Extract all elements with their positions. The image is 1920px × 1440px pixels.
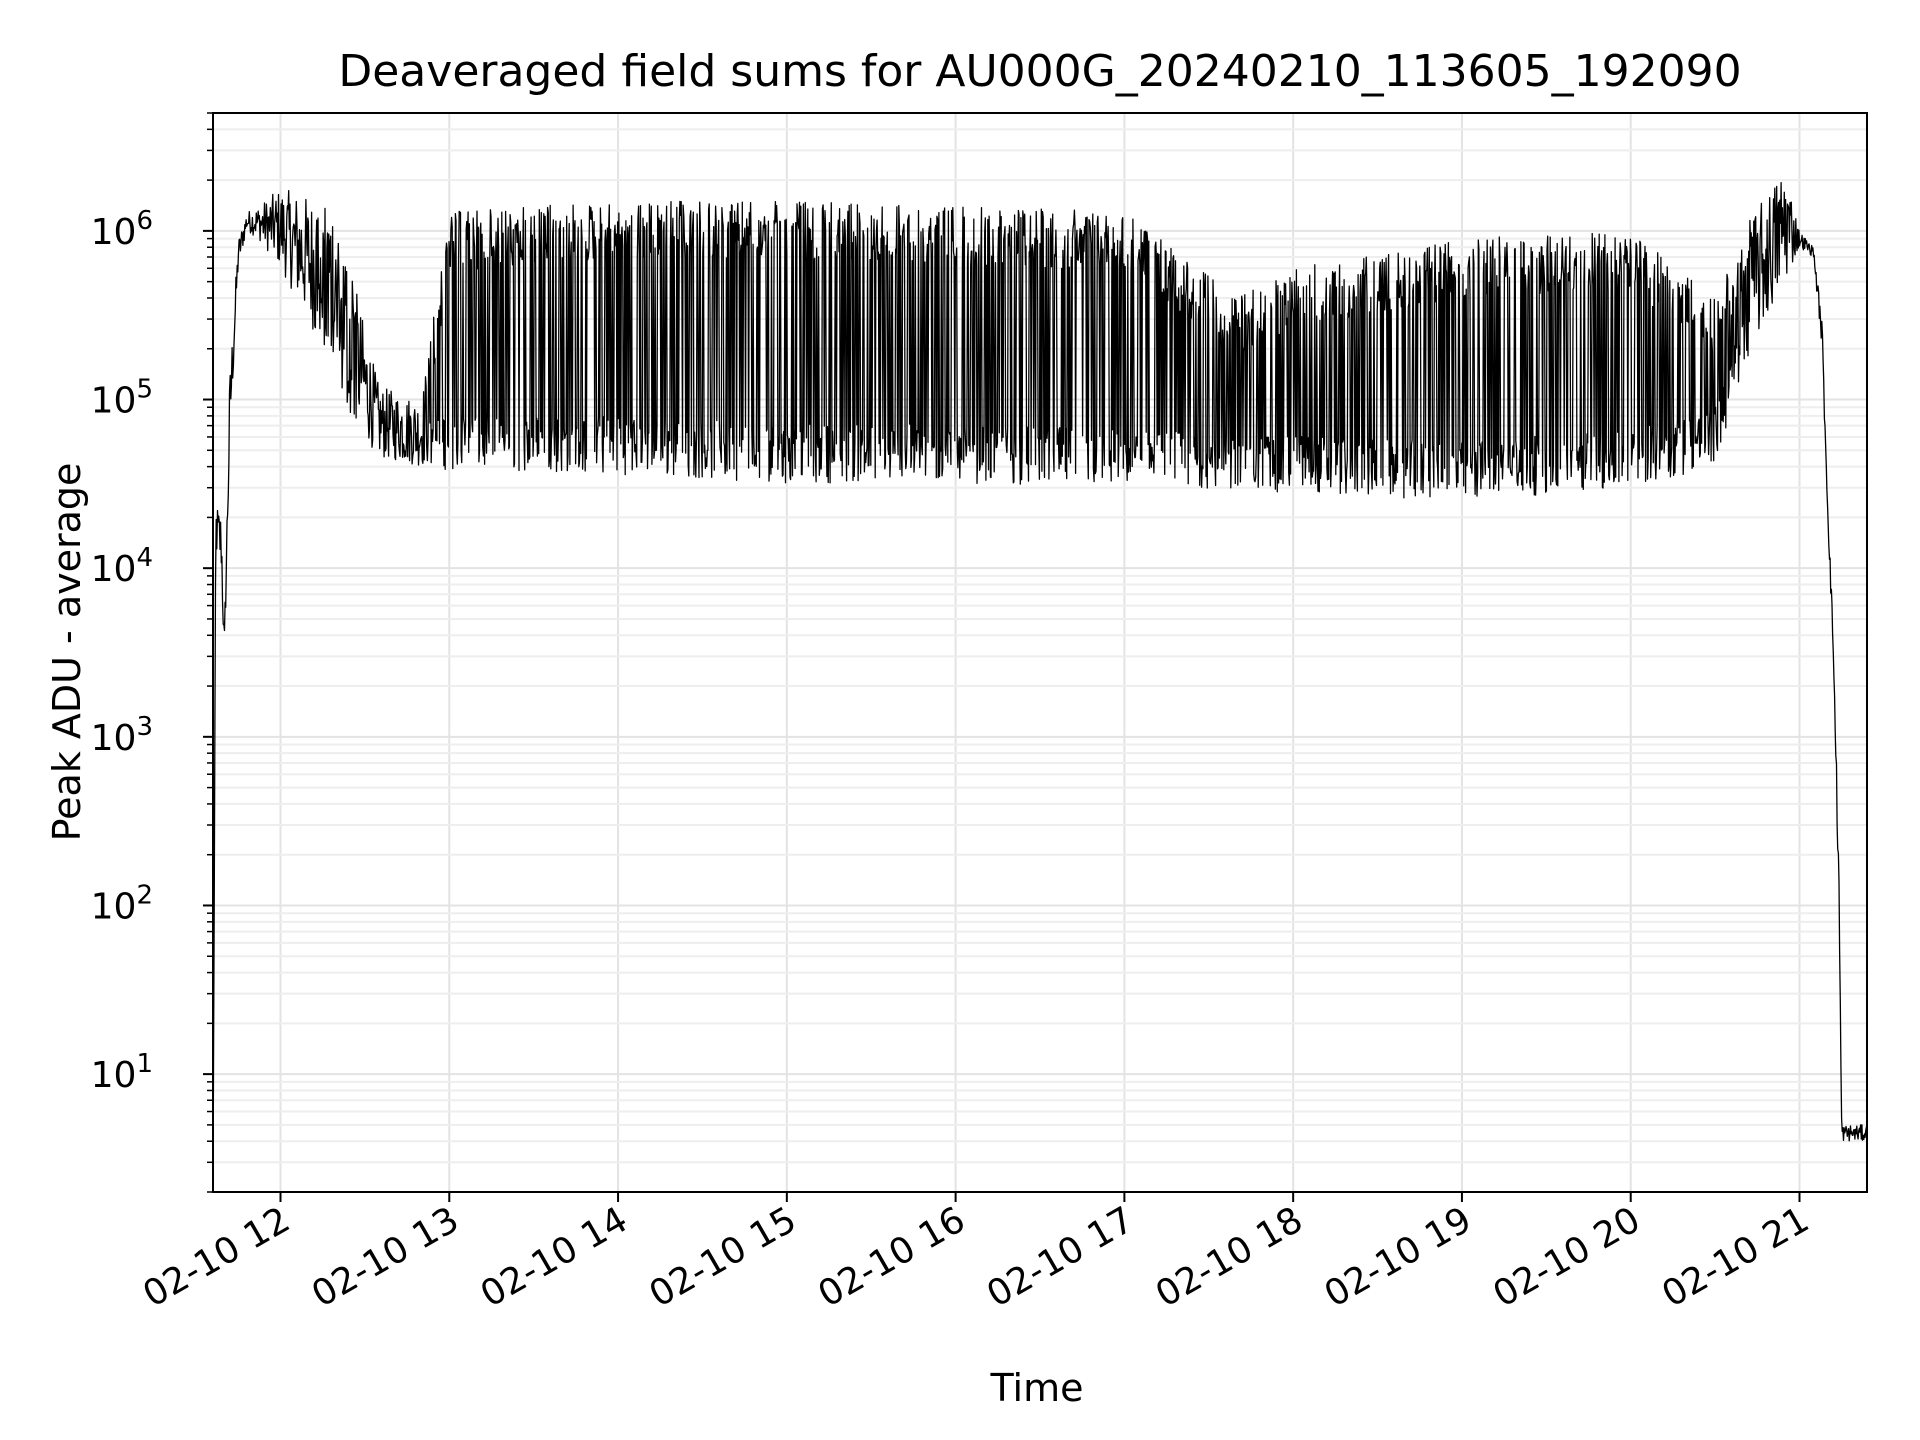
y-tick-base: 10 — [91, 718, 137, 759]
chart-title: Deaveraged field sums for AU000G_2024021… — [338, 46, 1741, 97]
y-tick-label: 101 — [91, 1049, 153, 1096]
y-tick-exponent: 5 — [136, 375, 153, 405]
y-tick-exponent: 2 — [136, 880, 153, 910]
series-layer — [212, 181, 1868, 1193]
y-tick-base: 10 — [91, 886, 137, 927]
series-line — [212, 181, 1868, 1193]
plot-frame — [212, 112, 1868, 1193]
y-tick-base: 10 — [91, 549, 137, 590]
y-tick-exponent: 1 — [136, 1049, 153, 1079]
y-tick-base: 10 — [91, 1055, 137, 1096]
y-tick-base: 10 — [91, 212, 137, 253]
y-tick-base: 10 — [91, 381, 137, 422]
y-tick-label: 102 — [91, 880, 153, 927]
y-tick-label: 103 — [91, 712, 153, 759]
y-tick-label: 105 — [91, 375, 153, 422]
y-axis-label: Peak ADU - average — [45, 463, 89, 842]
y-tick-exponent: 6 — [136, 206, 153, 236]
x-axis-label: Time — [990, 1366, 1084, 1410]
y-tick-exponent: 3 — [136, 712, 153, 742]
y-tick-exponent: 4 — [136, 543, 153, 573]
y-tick-label: 106 — [91, 206, 153, 253]
y-tick-label: 104 — [91, 543, 153, 590]
